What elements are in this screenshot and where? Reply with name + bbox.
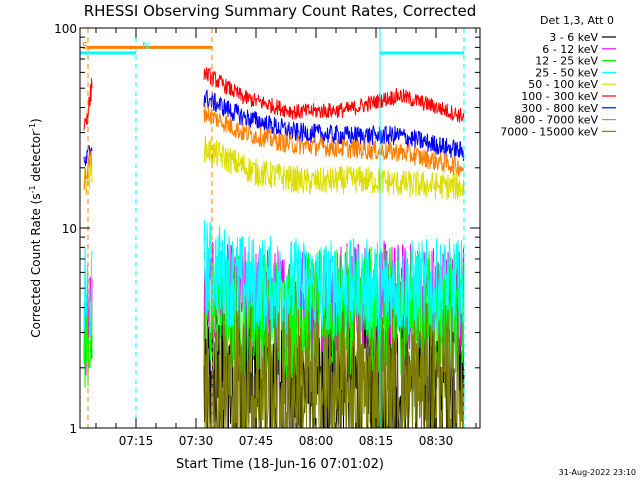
marker-label-0: S [82,41,88,52]
legend-label-2: 12 - 25 keV [535,55,598,68]
x-tick-label-3: 08:00 [299,434,334,448]
y-axis-label-sup2: -1 [28,123,37,131]
x-tick-label-2: 07:45 [239,434,274,448]
marker-label-1: N [142,41,149,52]
x-tick-label-5: 08:30 [419,434,454,448]
y-tick-label-2: 100 [54,22,77,36]
y-axis-label-sup1: -1 [28,185,37,193]
legend-label-4: 50 - 100 keV [528,78,598,91]
legend-label-1: 6 - 12 keV [542,43,598,56]
x-tick-label-0: 07:15 [119,434,154,448]
series-line-5-0 [83,78,93,131]
series-line-4-1 [203,135,465,200]
y-axis-label-end: ) [29,118,43,123]
chart-title: RHESSI Observing Summary Count Rates, Co… [84,2,477,20]
x-tick-label-1: 07:30 [179,434,214,448]
legend-title: Det 1,3, Att 0 [540,14,614,27]
y-tick-label-0: 1 [69,422,77,436]
legend-label-8: 7000 - 15000 keV [500,125,598,138]
series-line-8-0 [203,303,464,429]
legend-label-0: 3 - 6 keV [549,31,598,44]
legend-label-3: 25 - 50 keV [535,66,598,79]
x-axis-label: Start Time (18-Jun-16 07:01:02) [176,457,384,472]
y-tick-label-1: 10 [62,222,77,236]
legend-label-5: 100 - 300 keV [521,90,598,103]
x-tick-label-4: 08:15 [359,434,394,448]
series-line-5-1 [203,67,465,123]
axes: 1 10 100 07:15 07:30 07:45 08:00 08:15 08:30 [54,22,480,448]
footer-timestamp: 31-Aug-2022 23:10 [559,468,636,477]
legend-label-7: 800 - 7000 keV [514,114,598,127]
y-axis-label: Corrected Count Rate (s-1 detector-1) [28,118,43,337]
y-axis-label-mid: detector [29,131,43,186]
series-line-2-0 [83,280,93,388]
series-line-7-1 [203,103,465,178]
legend-label-6: 300 - 800 keV [521,102,598,115]
series-line-3-1 [203,220,465,339]
y-axis-label-main: Corrected Count Rate (s [29,193,43,337]
